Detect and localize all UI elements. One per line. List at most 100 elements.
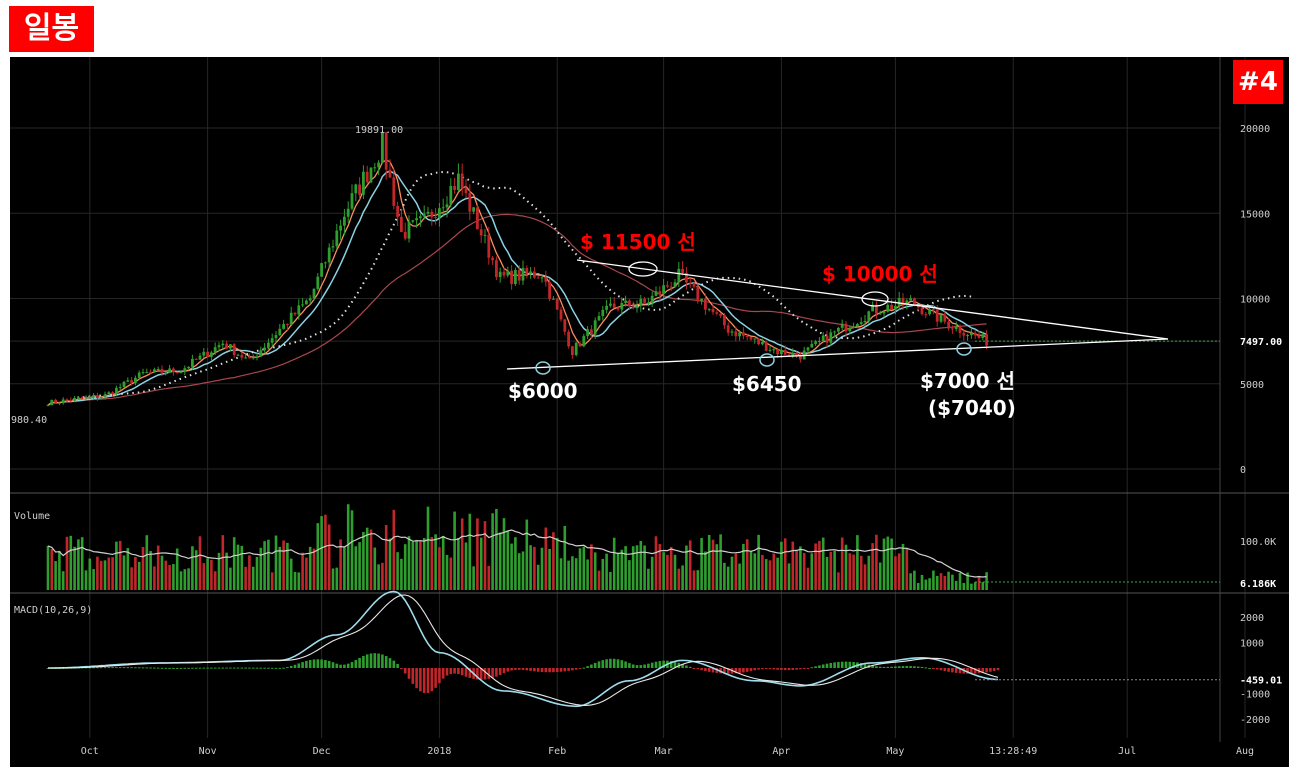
- macd-histogram-bar: [989, 668, 992, 672]
- macd-histogram-bar: [574, 668, 578, 670]
- macd-histogram-bar: [973, 668, 977, 674]
- macd-histogram-bar: [179, 667, 183, 669]
- volume-bar: [430, 536, 434, 590]
- macd-histogram-bar: [571, 668, 574, 671]
- macd-histogram-bar: [844, 661, 848, 668]
- volume-bar: [240, 545, 244, 590]
- candle-body: [335, 230, 339, 247]
- volume-bar: [434, 534, 437, 590]
- candle-body: [134, 377, 137, 383]
- volume-bar: [270, 572, 274, 590]
- candle-body: [153, 369, 156, 373]
- macd-histogram-bar: [384, 656, 388, 668]
- candle-body: [924, 314, 928, 316]
- macd-histogram-bar: [411, 668, 415, 684]
- candle-body: [882, 311, 886, 314]
- candle-body: [909, 298, 912, 301]
- candle-body: [320, 263, 323, 277]
- price-tick-label: 0: [1240, 465, 1246, 476]
- candle-body: [460, 173, 464, 189]
- volume-bar: [954, 580, 958, 590]
- candle-body: [605, 305, 608, 310]
- candle-body: [274, 335, 278, 339]
- candle-body: [916, 305, 920, 308]
- volume-bar: [939, 573, 943, 590]
- macd-histogram-bar: [210, 667, 213, 669]
- candle-body: [502, 271, 506, 276]
- resistance-marker-1: [628, 261, 658, 277]
- candle-body: [791, 352, 795, 356]
- macd-histogram-bar: [263, 667, 266, 669]
- candle-body: [308, 298, 312, 301]
- volume-bar: [867, 555, 871, 590]
- macd-histogram-bar: [134, 667, 137, 669]
- candle-body: [723, 315, 726, 326]
- macd-histogram-bar: [863, 663, 867, 668]
- volume-bar: [502, 518, 506, 590]
- candle-body: [806, 347, 810, 351]
- volume-bar: [244, 566, 247, 590]
- volume-bar: [69, 535, 73, 590]
- volume-bar: [871, 543, 874, 590]
- candle-body: [419, 216, 422, 219]
- volume-bar: [346, 504, 350, 590]
- candle-body: [479, 229, 483, 236]
- volume-bar: [745, 539, 749, 590]
- volume-bar: [932, 570, 935, 590]
- macd-histogram-bar: [495, 668, 498, 677]
- candle-body: [783, 349, 787, 355]
- support-label-3-sub: ($7040): [928, 396, 1016, 420]
- macd-histogram-bar: [533, 668, 536, 672]
- macd-histogram-bar: [160, 667, 164, 669]
- candle-body: [168, 368, 171, 373]
- macd-histogram-bar: [453, 668, 456, 674]
- candle-body: [145, 372, 149, 374]
- volume-bar: [985, 572, 988, 590]
- x-tick-label: Mar: [655, 746, 673, 757]
- macd-histogram-bar: [255, 667, 259, 669]
- volume-bar: [639, 541, 643, 590]
- volume-bar: [935, 575, 939, 590]
- candle-body: [947, 321, 950, 329]
- candle-body: [529, 271, 532, 274]
- macd-histogram-bar: [126, 667, 130, 669]
- candle-body: [118, 387, 122, 389]
- volume-bar: [597, 570, 601, 590]
- candle-body: [635, 305, 639, 309]
- support-trendline: [506, 338, 1169, 370]
- macd-histogram-bar: [221, 667, 225, 669]
- candle-body: [449, 186, 453, 205]
- candle-body: [232, 344, 236, 356]
- candle-body: [905, 300, 909, 305]
- macd-histogram-bar: [335, 663, 339, 668]
- volume-bar: [628, 560, 631, 590]
- candle-body: [483, 234, 487, 236]
- macd-histogram-bar: [947, 668, 950, 672]
- support-marker: [759, 353, 775, 367]
- volume-bar: [278, 546, 282, 590]
- volume-bar: [901, 543, 905, 590]
- macd-histogram-bar: [749, 668, 753, 672]
- macd-histogram-bar: [768, 668, 772, 670]
- macd-histogram-bar: [141, 667, 145, 669]
- macd-last-label: -459.01: [1240, 676, 1282, 687]
- volume-bar: [331, 568, 335, 590]
- candle-body: [650, 295, 654, 303]
- candle-body: [388, 169, 392, 178]
- volume-bar: [753, 553, 757, 590]
- macd-histogram-bar: [981, 668, 985, 673]
- resistance-label-2: $ 10000 선: [822, 262, 938, 286]
- candle-body: [77, 397, 80, 399]
- volume-bar: [419, 541, 422, 590]
- candle-body: [913, 298, 916, 306]
- volume-bar: [840, 537, 844, 590]
- volume-bar: [624, 546, 627, 590]
- candle-body: [198, 355, 202, 360]
- candle-body: [768, 349, 772, 351]
- volume-bar: [685, 545, 688, 590]
- candle-body: [787, 354, 791, 356]
- macd-histogram-bar: [635, 665, 639, 668]
- candle-body: [742, 332, 745, 336]
- macd-histogram-bar: [890, 666, 893, 668]
- volume-bar: [681, 565, 684, 590]
